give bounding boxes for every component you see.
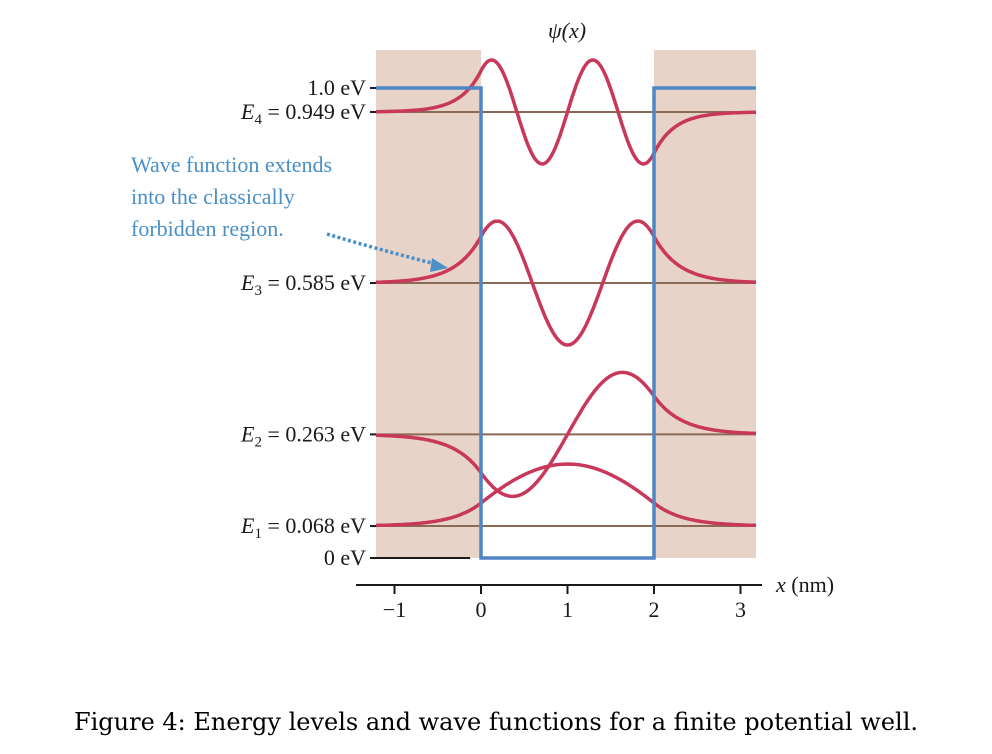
wave-function-4 [375,58,757,166]
wave-functions [375,58,757,528]
label-energy-level-3: E3 = 0.585 eV [240,270,366,299]
label-zero-energy: 0 eV [324,545,366,570]
annotation-line-1: Wave function extends [131,152,332,177]
label-energy-level-1: E1 = 0.068 eV [240,513,366,542]
wave-function-2 [375,370,757,499]
x-tick-label-2: 1 [562,597,573,622]
annotation-arrowhead [430,258,448,272]
plot-title: ψ(x) [548,18,586,43]
label-energy-level-2: E2 = 0.263 eV [240,421,366,450]
annotation-line-3: forbidden region. [131,216,284,241]
x-axis-label: x (nm) [775,572,834,597]
x-axis: −1 0 1 2 3 x (nm) [356,572,834,622]
annotation: Wave function extends into the classical… [131,152,448,272]
wave-function-3 [375,219,757,347]
figure-caption: Figure 4: Energy levels and wave functio… [74,708,918,736]
energy-labels: 1.0 eV E1 = 0.068 eV E2 = 0.263 eV E3 = 0.5… [240,75,376,570]
forbidden-region-right [654,50,756,558]
annotation-arrow [326,232,437,266]
annotation-line-2: into the classically [131,184,295,209]
x-tick-label-4: 3 [735,597,746,622]
label-top-energy: 1.0 eV [307,75,366,100]
potential-well [376,86,756,560]
x-tick-label-3: 2 [649,597,660,622]
x-tick-label-0: −1 [383,597,406,622]
label-energy-level-4: E4 = 0.949 eV [240,99,366,128]
wave-function-1 [375,462,757,528]
x-tick-label-1: 0 [476,597,487,622]
forbidden-region-left [376,50,481,558]
